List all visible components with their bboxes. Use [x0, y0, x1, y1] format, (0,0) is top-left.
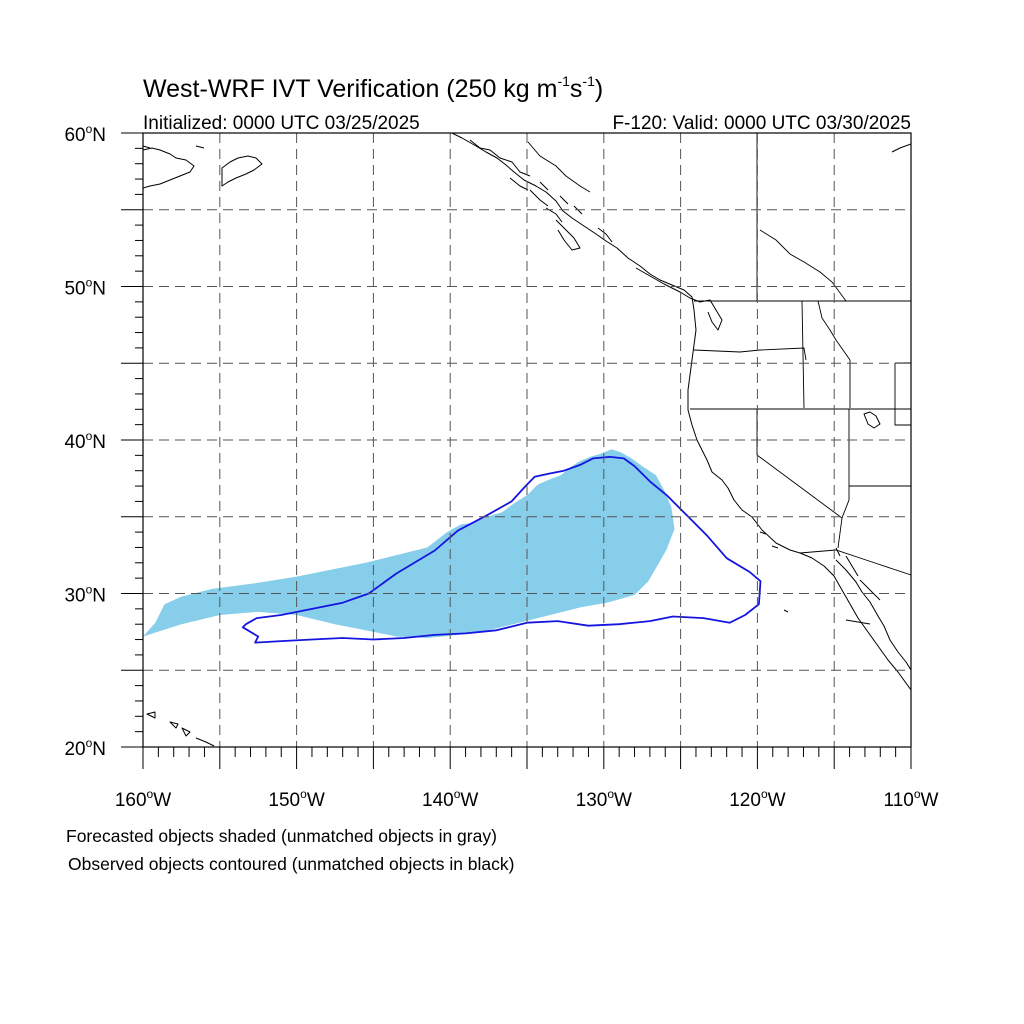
- init-time-label: Initialized: 0000 UTC 03/25/2025: [143, 113, 420, 134]
- lat-label-30: 30oN: [64, 583, 106, 607]
- lat-label-40: 40oN: [64, 429, 106, 453]
- lon-label-160: 160oW: [115, 787, 171, 811]
- legend-forecast-note: Forecasted objects shaded (unmatched obj…: [66, 826, 497, 846]
- axis-ticks: [121, 132, 912, 769]
- forecast-object-shaded: [143, 449, 675, 638]
- longitude-labels: 160oW 150oW 140oW 130oW 120oW 110oW: [115, 787, 939, 811]
- lat-label-60: 60oN: [64, 122, 106, 146]
- lon-label-140: 140oW: [422, 787, 478, 811]
- lat-lon-grid: [143, 133, 911, 747]
- coastlines: [143, 133, 911, 747]
- lat-label-20: 20oN: [64, 736, 106, 760]
- map-title: West-WRF IVT Verification (250 kg m-1s-1…: [143, 73, 603, 103]
- latitude-labels: 60oN 50oN 40oN 30oN 20oN: [64, 122, 106, 760]
- lon-label-110: 110oW: [884, 787, 939, 811]
- valid-time-label: F-120: Valid: 0000 UTC 03/30/2025: [612, 113, 911, 134]
- lon-label-150: 150oW: [268, 787, 324, 811]
- legend-observed-note: Observed objects contoured (unmatched ob…: [68, 854, 515, 874]
- lon-label-120: 120oW: [729, 787, 785, 811]
- lat-label-50: 50oN: [64, 276, 106, 300]
- observed-object-contour: [241, 456, 762, 644]
- lon-label-130: 130oW: [576, 787, 632, 811]
